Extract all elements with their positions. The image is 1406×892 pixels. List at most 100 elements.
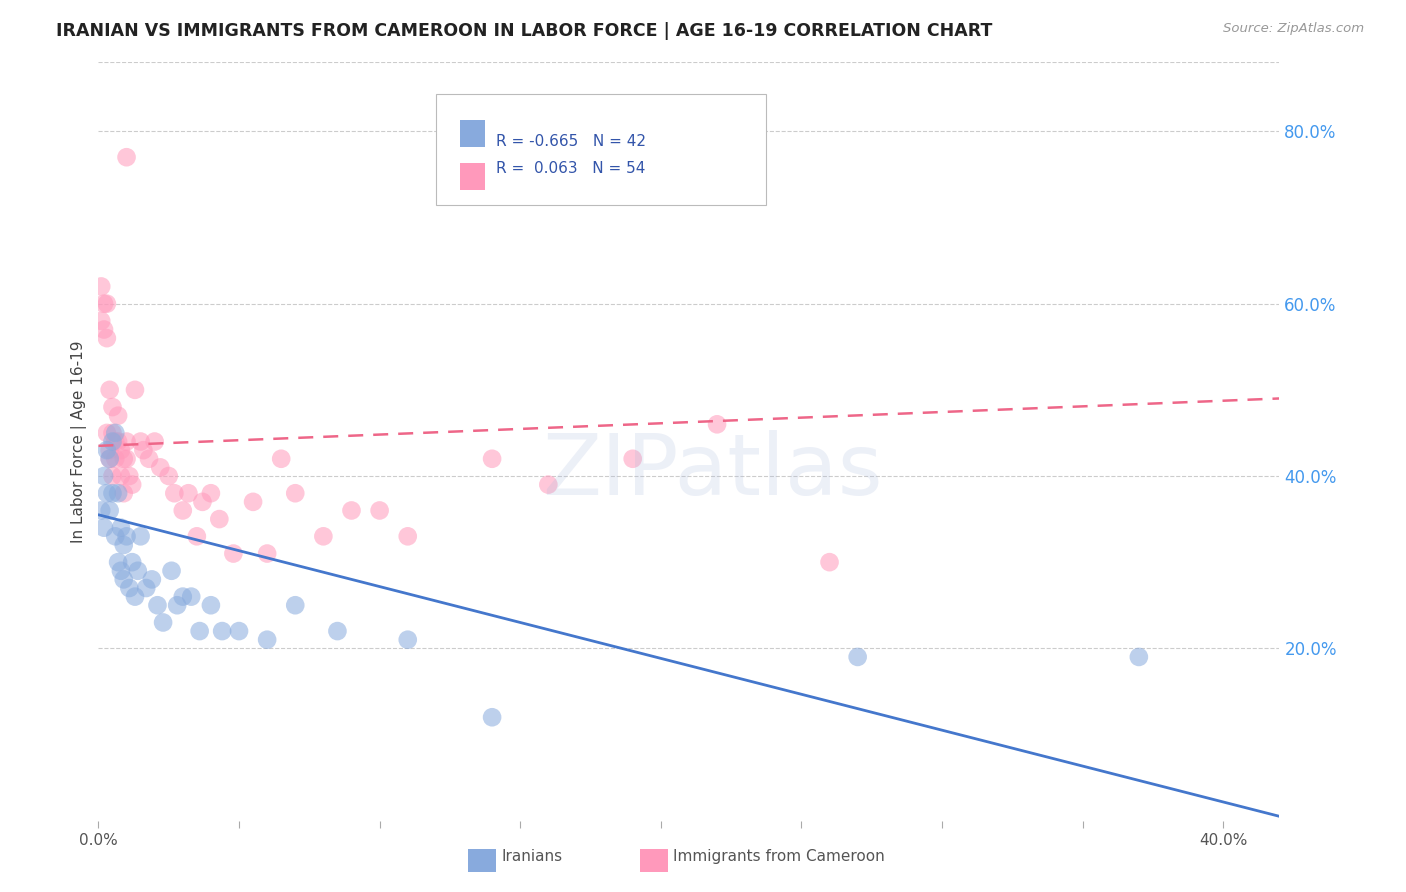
- Point: [98, 451, 121, 466]
- Point: [141, 573, 163, 587]
- Point: [157, 469, 180, 483]
- Point: [115, 529, 138, 543]
- Point: [93, 521, 115, 535]
- Point: [846, 649, 869, 664]
- Point: [98, 383, 121, 397]
- Point: [115, 434, 138, 449]
- Point: [110, 469, 132, 483]
- Text: R = -0.665   N = 42: R = -0.665 N = 42: [496, 134, 647, 149]
- Point: [706, 417, 728, 432]
- Point: [284, 599, 307, 613]
- Point: [90, 279, 112, 293]
- Point: [90, 314, 112, 328]
- Point: [118, 581, 141, 595]
- Y-axis label: In Labor Force | Age 16-19: In Labor Force | Age 16-19: [72, 340, 87, 543]
- Point: [208, 512, 231, 526]
- Point: [135, 581, 157, 595]
- Text: R =  0.063   N = 54: R = 0.063 N = 54: [496, 161, 645, 176]
- Point: [96, 331, 118, 345]
- Point: [160, 564, 183, 578]
- Point: [112, 573, 135, 587]
- Point: [200, 486, 222, 500]
- Point: [101, 425, 124, 440]
- Point: [93, 296, 115, 310]
- Point: [129, 434, 152, 449]
- Point: [101, 434, 124, 449]
- Point: [186, 529, 208, 543]
- Text: IRANIAN VS IMMIGRANTS FROM CAMEROON IN LABOR FORCE | AGE 16-19 CORRELATION CHART: IRANIAN VS IMMIGRANTS FROM CAMEROON IN L…: [56, 22, 993, 40]
- Point: [115, 150, 138, 164]
- Point: [104, 529, 127, 543]
- Point: [93, 322, 115, 336]
- Point: [121, 477, 143, 491]
- Point: [172, 590, 194, 604]
- Point: [149, 460, 172, 475]
- Point: [270, 451, 292, 466]
- Point: [1128, 649, 1150, 664]
- Point: [312, 529, 335, 543]
- Text: Iranians: Iranians: [502, 849, 562, 864]
- Point: [96, 425, 118, 440]
- Point: [481, 710, 503, 724]
- Point: [112, 451, 135, 466]
- Point: [124, 383, 146, 397]
- Point: [101, 486, 124, 500]
- Point: [481, 451, 503, 466]
- Point: [107, 486, 129, 500]
- Point: [163, 486, 186, 500]
- Point: [101, 400, 124, 414]
- Point: [537, 477, 560, 491]
- Point: [107, 434, 129, 449]
- Point: [152, 615, 174, 630]
- Point: [112, 486, 135, 500]
- Point: [228, 624, 250, 639]
- Point: [98, 443, 121, 458]
- Point: [104, 434, 127, 449]
- Point: [200, 599, 222, 613]
- Point: [96, 296, 118, 310]
- Point: [621, 451, 644, 466]
- Point: [112, 538, 135, 552]
- Point: [93, 469, 115, 483]
- Point: [118, 469, 141, 483]
- Point: [115, 451, 138, 466]
- Point: [180, 590, 202, 604]
- Point: [256, 632, 278, 647]
- Text: Source: ZipAtlas.com: Source: ZipAtlas.com: [1223, 22, 1364, 36]
- Point: [129, 529, 152, 543]
- Point: [143, 434, 166, 449]
- Text: Immigrants from Cameroon: Immigrants from Cameroon: [673, 849, 886, 864]
- Point: [90, 503, 112, 517]
- Point: [172, 503, 194, 517]
- Point: [98, 451, 121, 466]
- Point: [396, 632, 419, 647]
- Point: [191, 495, 214, 509]
- Point: [127, 564, 149, 578]
- Point: [121, 555, 143, 569]
- Point: [132, 443, 155, 458]
- Point: [110, 443, 132, 458]
- Point: [211, 624, 233, 639]
- Point: [818, 555, 841, 569]
- Point: [107, 409, 129, 423]
- Point: [110, 564, 132, 578]
- Point: [124, 590, 146, 604]
- Point: [101, 469, 124, 483]
- Point: [368, 503, 391, 517]
- Point: [326, 624, 349, 639]
- Point: [138, 451, 160, 466]
- Point: [222, 547, 245, 561]
- Point: [340, 503, 363, 517]
- Point: [396, 529, 419, 543]
- Point: [256, 547, 278, 561]
- Point: [284, 486, 307, 500]
- Point: [98, 503, 121, 517]
- Point: [104, 425, 127, 440]
- Point: [107, 555, 129, 569]
- Point: [242, 495, 264, 509]
- Point: [96, 486, 118, 500]
- Point: [146, 599, 169, 613]
- Point: [177, 486, 200, 500]
- Point: [104, 451, 127, 466]
- Point: [96, 443, 118, 458]
